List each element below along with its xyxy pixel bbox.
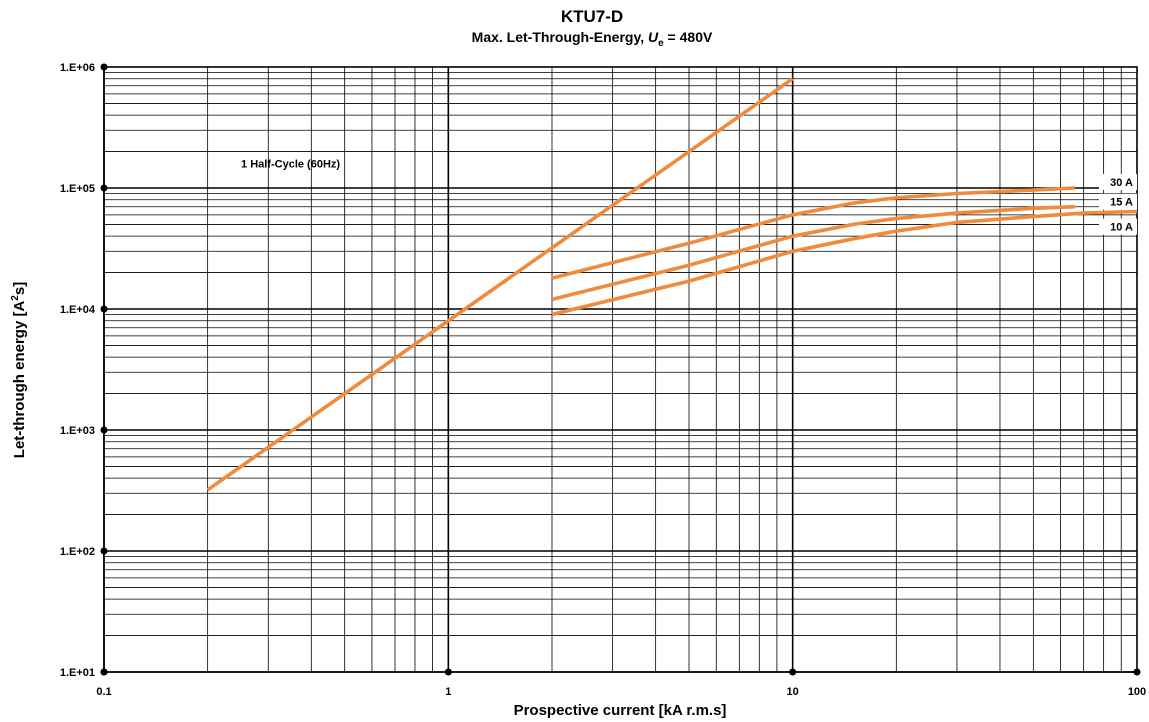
chart-subtitle: Max. Let-Through-Energy, Ue = 480V [472,29,713,49]
x-tick-dot [444,668,452,676]
series-label: 15 A [1110,197,1133,209]
series-label-background [1099,193,1137,210]
grid [103,67,1137,673]
x-tick-label: 1 [445,686,451,698]
series-labels: 1 Half-Cycle (60Hz) 30 A 15 A 10 A [241,158,1137,235]
series-lines [206,77,1138,492]
y-tick-dot [100,63,108,71]
y-tick-dot [100,668,108,676]
series-label: 10 A [1110,222,1133,234]
series-label-background [1099,174,1137,191]
series-line [206,77,794,492]
plot-frame [103,66,1138,673]
series-line [551,204,1075,302]
y-tick-label: 1.E+02 [60,546,95,558]
series-label: 1 Half-Cycle (60Hz) [241,158,340,170]
subtitle-variable-subscript: e [658,38,664,49]
chart-title: KTU7-D [561,7,623,26]
subtitle-prefix: Max. Let-Through-Energy, [472,29,648,45]
x-tick-label: 10 [787,686,799,698]
x-tick-label: 100 [1128,686,1146,698]
y-axis-label: Let-through energy [A2s] [10,282,28,458]
y-tick-label: 1.E+01 [60,667,95,679]
subtitle-variable: U [648,29,659,45]
subtitle-suffix: = 480V [664,29,713,45]
series-label-background [1099,218,1137,235]
series-label: 30 A [1110,177,1133,189]
plot-border [103,66,1138,673]
y-axis-label-superscript: 2 [10,295,21,301]
y-axis-label-prefix: Let-through energy [A [11,301,28,459]
y-tick-dot [100,426,108,434]
y-tick-label: 1.E+06 [60,62,95,74]
y-tick-dot [100,305,108,313]
y-tick-dot [100,547,108,555]
y-tick-label: 1.E+04 [60,304,96,316]
x-tick-dot [789,668,797,676]
x-tick-dot [1133,668,1141,676]
y-axis-label-suffix: s] [11,282,28,295]
x-axis-label: Prospective current [kA r.m.s] [514,702,727,719]
y-tick-dot [100,184,108,192]
y-tick-label: 1.E+05 [60,183,95,195]
series-line [551,209,1138,317]
series-line [551,186,1075,280]
y-tick-label: 1.E+03 [60,425,95,437]
tick-labels: 0.1 1 10 100 1.E+01 1.E+02 1.E+03 1.E+04 1.E+05 1… [60,62,1146,698]
x-tick-label: 0.1 [96,686,111,698]
